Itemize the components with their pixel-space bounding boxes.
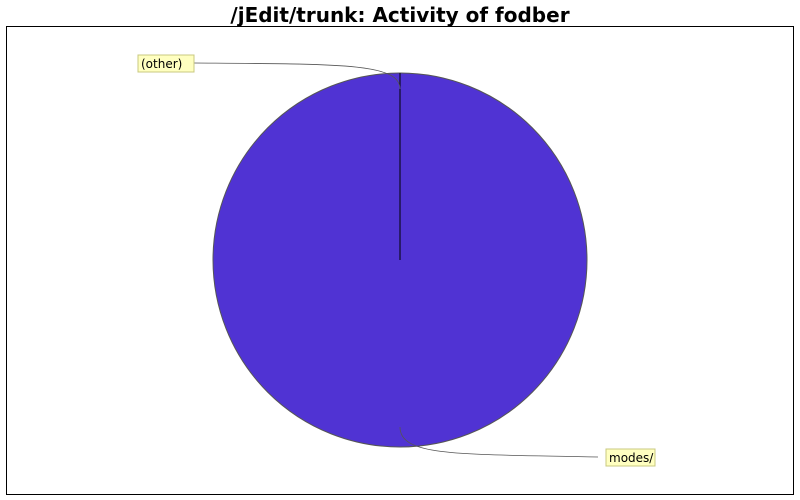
slice-label-box xyxy=(137,54,195,73)
pie-slices xyxy=(212,72,588,448)
slice-label: (other) xyxy=(141,57,182,71)
leader-line xyxy=(193,62,401,90)
slice-labels: modes/ (other) xyxy=(137,54,656,467)
slice-label: modes/ xyxy=(609,451,654,465)
chart-title: /jEdit/trunk: Activity of fodber xyxy=(230,3,570,27)
leader-line xyxy=(399,426,599,458)
slice-label-box xyxy=(605,448,656,467)
